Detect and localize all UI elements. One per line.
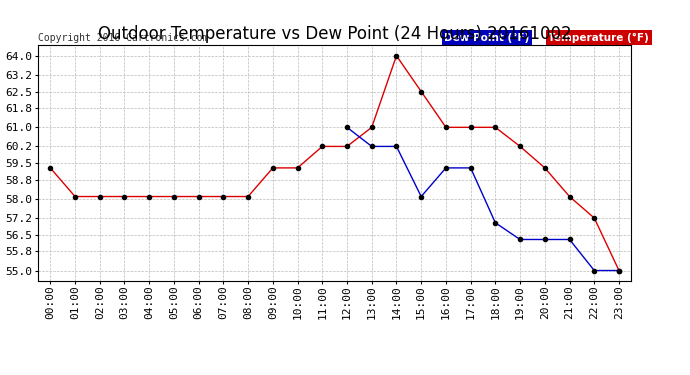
Text: Copyright 2016 Cartronics.com: Copyright 2016 Cartronics.com: [38, 33, 208, 43]
Text: Temperature (°F): Temperature (°F): [549, 33, 649, 43]
Text: Dew Point (°F): Dew Point (°F): [444, 33, 530, 43]
Title: Outdoor Temperature vs Dew Point (24 Hours) 20161002: Outdoor Temperature vs Dew Point (24 Hou…: [98, 26, 571, 44]
